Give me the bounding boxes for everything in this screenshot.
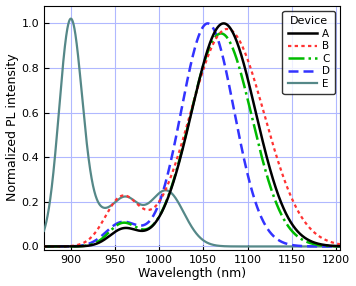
- D: [157, 201, 162, 204]
- A: [343, 245, 347, 248]
- D: [304, 245, 309, 248]
- Line: E: E: [44, 19, 345, 247]
- Y-axis label: Normalized PL intensity: Normalized PL intensity: [6, 54, 19, 202]
- D: [170, 152, 174, 156]
- B: [157, 200, 162, 203]
- Line: B: B: [44, 29, 345, 247]
- D: [94, 238, 98, 242]
- C: [94, 241, 98, 244]
- B: [42, 245, 46, 248]
- Line: C: C: [44, 33, 345, 247]
- A: [337, 245, 341, 248]
- C: [42, 245, 46, 248]
- E: [76, 57, 80, 60]
- Line: D: D: [44, 23, 345, 247]
- C: [76, 245, 80, 248]
- A: [170, 183, 174, 187]
- B: [225, 27, 229, 31]
- D: [42, 245, 46, 248]
- E: [94, 196, 98, 199]
- E: [42, 229, 46, 233]
- E: [171, 192, 175, 196]
- A: [76, 245, 80, 248]
- E: [69, 17, 73, 20]
- E: [304, 245, 309, 248]
- A: [221, 22, 226, 25]
- C: [343, 245, 347, 248]
- A: [42, 245, 46, 248]
- X-axis label: Wavelength (nm): Wavelength (nm): [138, 267, 246, 281]
- C: [219, 32, 223, 35]
- C: [337, 245, 341, 248]
- C: [304, 240, 309, 243]
- B: [94, 230, 98, 233]
- B: [343, 243, 347, 247]
- Legend: A, B, C, D, E: A, B, C, D, E: [283, 11, 335, 94]
- B: [76, 243, 80, 247]
- B: [304, 223, 309, 226]
- B: [337, 243, 341, 246]
- D: [76, 244, 80, 248]
- D: [343, 245, 347, 248]
- C: [157, 214, 162, 218]
- A: [157, 215, 162, 218]
- E: [343, 245, 347, 248]
- A: [304, 237, 309, 241]
- D: [206, 22, 210, 25]
- E: [157, 191, 162, 195]
- E: [337, 245, 341, 248]
- A: [94, 242, 98, 246]
- Line: A: A: [44, 23, 345, 247]
- B: [170, 171, 174, 174]
- C: [170, 182, 174, 186]
- D: [337, 245, 341, 248]
